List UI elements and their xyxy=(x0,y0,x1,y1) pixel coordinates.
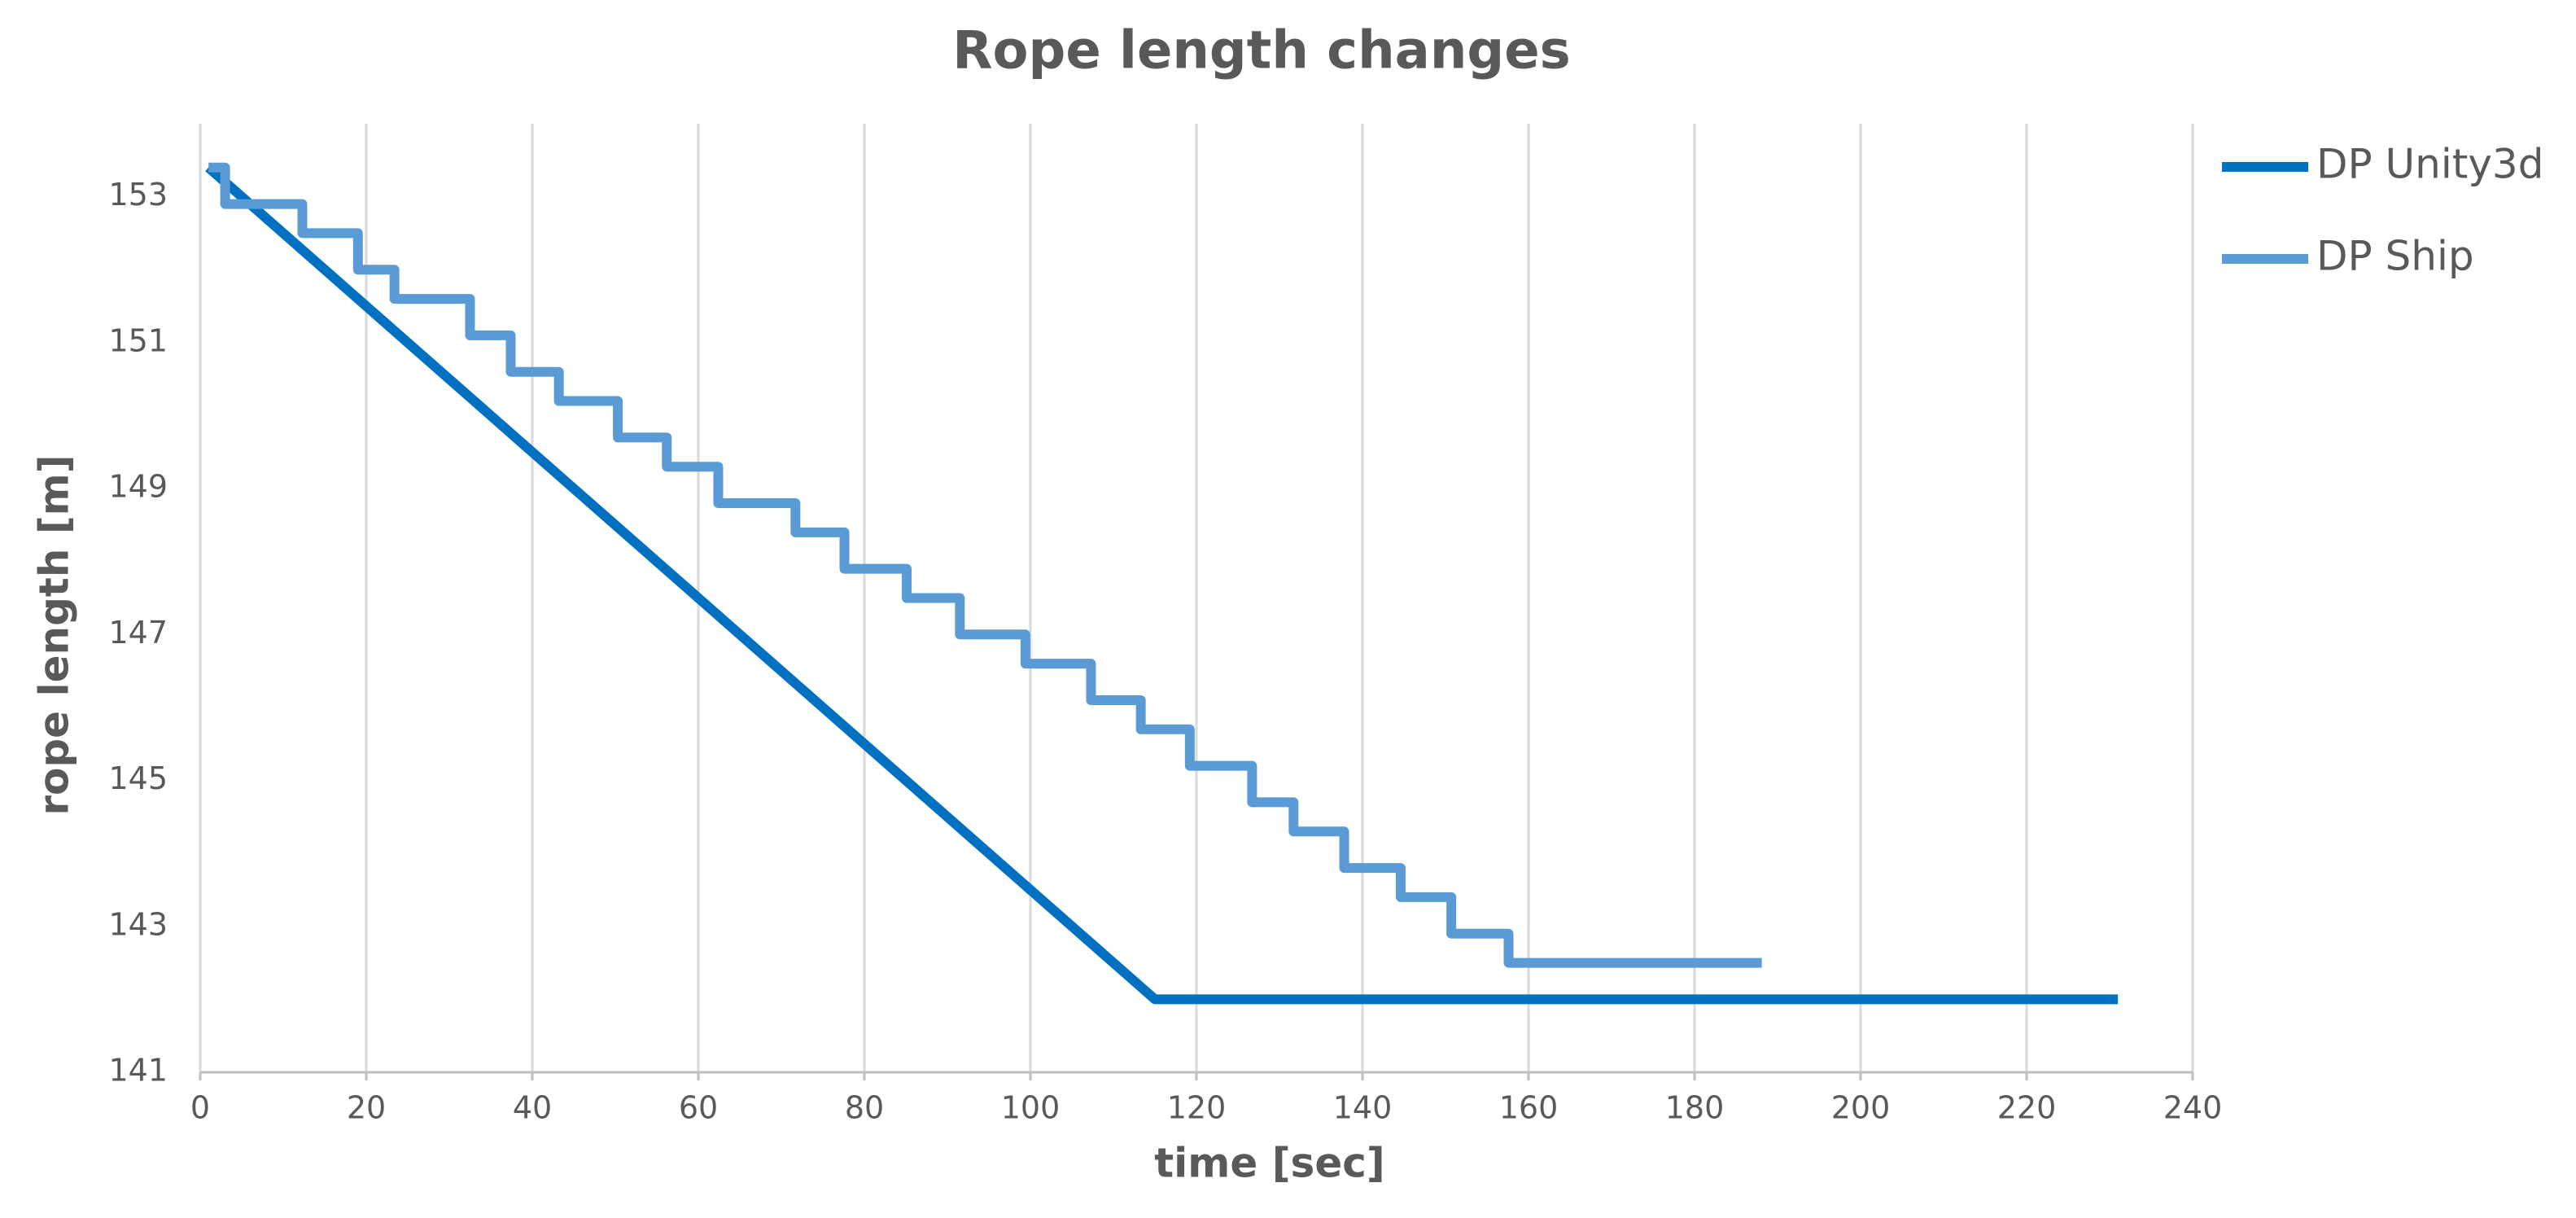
y-tick-label: 153 xyxy=(108,177,168,212)
x-axis-label: time [sec] xyxy=(1154,1140,1384,1187)
x-tick-label: 160 xyxy=(1499,1090,1559,1126)
line-series xyxy=(208,162,1762,968)
x-tick-label: 60 xyxy=(679,1090,718,1126)
x-tick-label: 240 xyxy=(2163,1090,2223,1126)
line-series xyxy=(205,164,2119,1005)
y-tick-label: 151 xyxy=(108,322,168,358)
x-tick-label: 220 xyxy=(1997,1090,2057,1126)
x-tick-label: 120 xyxy=(1167,1090,1227,1126)
y-tick-label: 147 xyxy=(108,615,168,651)
y-tick-label: 145 xyxy=(108,760,168,796)
x-tick-label: 200 xyxy=(1831,1090,1891,1126)
legend-label: DP Unity3d xyxy=(2316,141,2543,188)
y-tick-label: 143 xyxy=(108,906,168,942)
y-axis-label: rope length [m] xyxy=(31,454,78,815)
y-tick-label: 141 xyxy=(108,1053,168,1089)
x-tick-label: 0 xyxy=(190,1090,210,1126)
x-tick-label: 80 xyxy=(845,1090,884,1126)
x-tick-label: 140 xyxy=(1333,1090,1393,1126)
x-tick-label: 20 xyxy=(347,1090,386,1126)
y-tick-label: 149 xyxy=(108,469,168,505)
chart-title: Rope length changes xyxy=(952,21,1570,81)
x-tick-label: 100 xyxy=(1001,1090,1061,1126)
x-tick-label: 40 xyxy=(513,1090,552,1126)
legend-label: DP Ship xyxy=(2316,233,2474,280)
x-tick-label: 180 xyxy=(1665,1090,1725,1126)
